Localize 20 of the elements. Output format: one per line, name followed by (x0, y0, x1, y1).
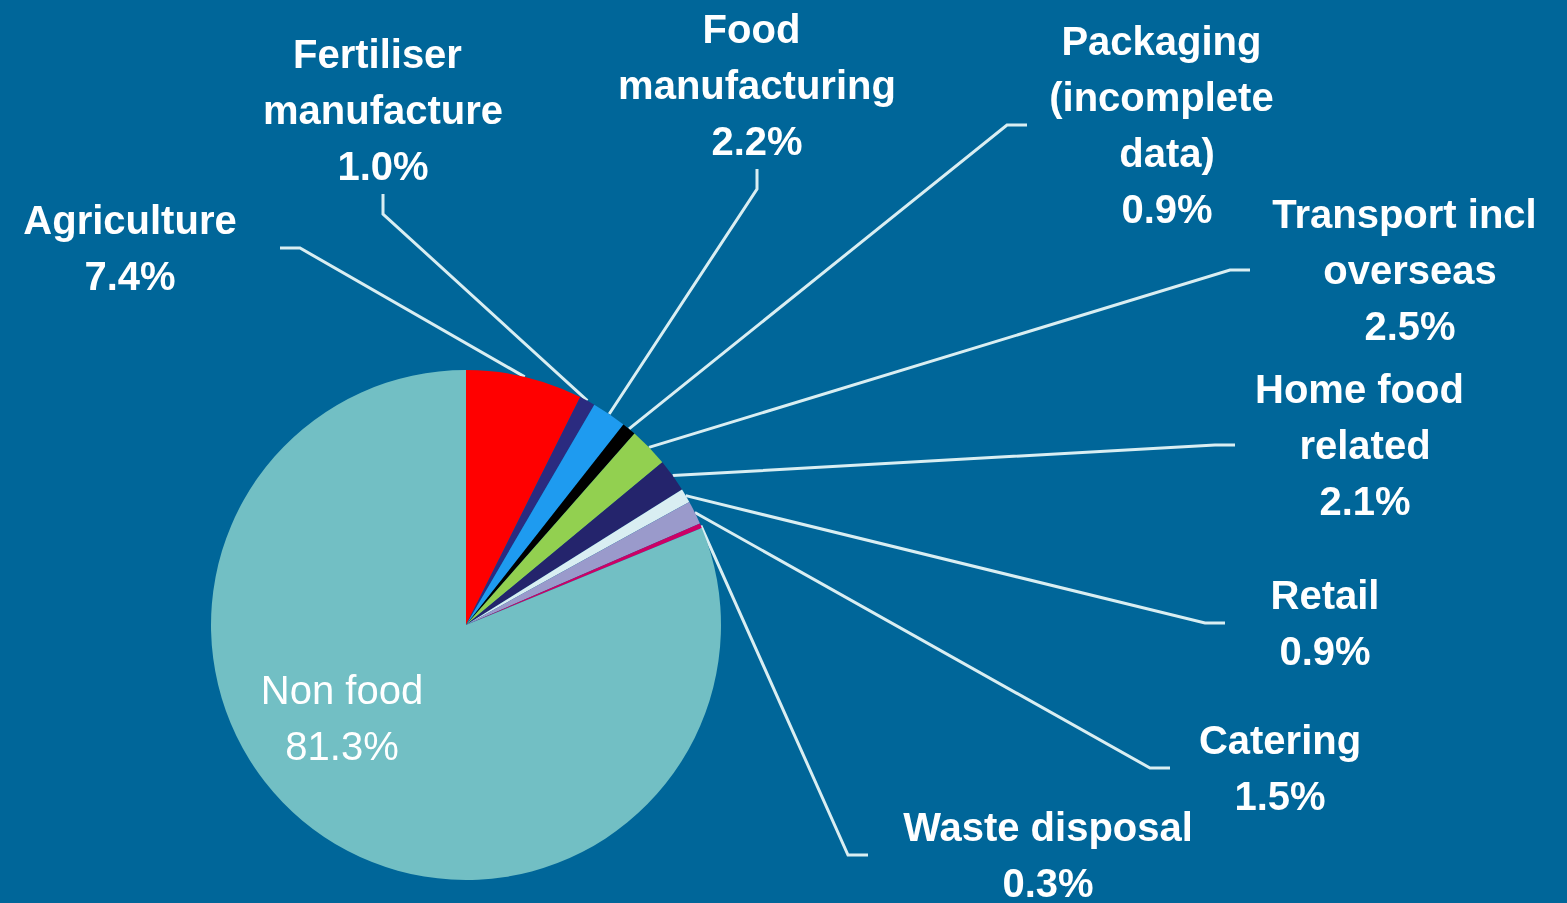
slice-label: Retail (1270, 573, 1380, 617)
slice-label: Transport incl overseas (1272, 192, 1548, 292)
data-label: 7.4% (84, 254, 176, 298)
data-label: 0.9% (1121, 187, 1213, 231)
slice-label: Agriculture (23, 198, 237, 242)
data-label: 2.1% (1319, 479, 1411, 523)
slice-label: Non food (260, 668, 424, 712)
data-label: 2.2% (711, 119, 803, 163)
slice-label: Packaging (incomplete data) (1049, 19, 1285, 175)
slice-label: Food manufacturing (618, 7, 896, 107)
slice-label: Waste disposal (903, 805, 1193, 849)
slice-label: Fertiliser manufacture (262, 32, 504, 132)
slice-label: Home food related (1255, 367, 1475, 467)
data-label: 1.5% (1234, 774, 1326, 818)
data-label: 1.0% (337, 144, 429, 188)
data-label: 0.3% (1002, 861, 1094, 903)
data-label: 81.3% (285, 724, 399, 768)
data-label: 2.5% (1364, 304, 1456, 348)
slice-label: Catering (1198, 718, 1362, 762)
data-label: 0.9% (1279, 629, 1371, 673)
